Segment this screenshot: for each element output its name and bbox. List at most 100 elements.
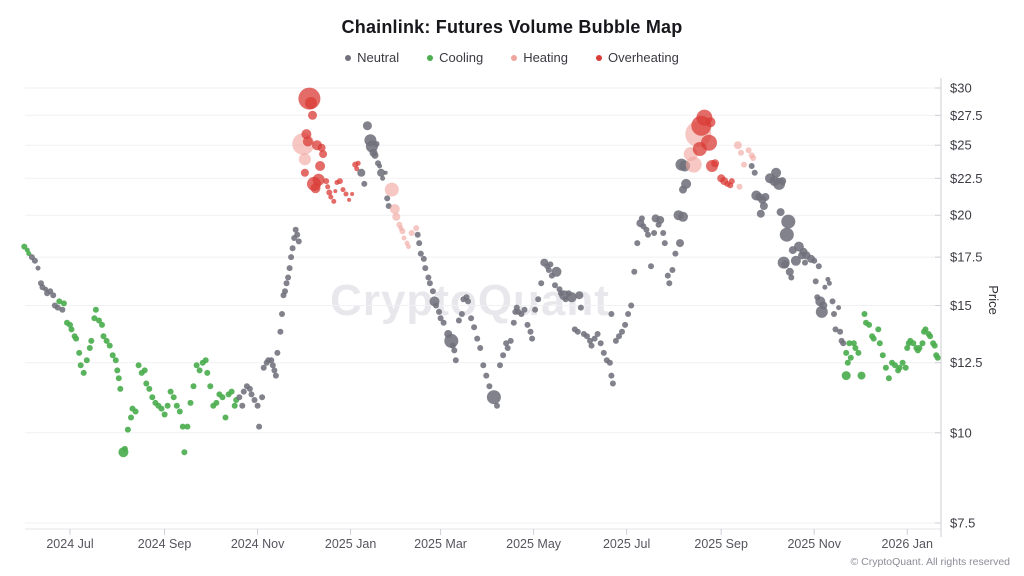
bubble-neutral[interactable] [785, 267, 794, 276]
bubble-cooling[interactable] [202, 357, 209, 364]
bubble-neutral[interactable] [837, 328, 844, 335]
bubble-neutral[interactable] [660, 230, 667, 236]
bubble-neutral[interactable] [761, 193, 770, 201]
bubble-overheating[interactable] [302, 136, 313, 147]
bubble-neutral[interactable] [254, 402, 261, 409]
bubble-neutral[interactable] [822, 284, 828, 290]
bubble-cooling[interactable] [80, 369, 87, 376]
bubble-cooling[interactable] [866, 321, 873, 328]
bubble-cooling[interactable] [161, 411, 168, 418]
bubble-cooling[interactable] [121, 445, 128, 452]
bubble-cooling[interactable] [143, 380, 150, 387]
bubble-heating[interactable] [384, 182, 399, 197]
bubble-heating[interactable] [408, 230, 415, 236]
bubble-cooling[interactable] [149, 394, 156, 401]
bubble-neutral[interactable] [377, 168, 386, 177]
bubble-heating[interactable] [392, 212, 401, 221]
bubble-cooling[interactable] [855, 349, 862, 356]
bubble-neutral[interactable] [286, 265, 293, 272]
bubble-cooling[interactable] [193, 362, 200, 369]
bubble-neutral[interactable] [666, 280, 673, 287]
bubble-overheating[interactable] [350, 192, 355, 196]
legend-item-heating[interactable]: Heating [511, 50, 568, 65]
bubble-neutral[interactable] [651, 230, 658, 236]
bubble-neutral[interactable] [751, 169, 758, 176]
bubble-neutral[interactable] [612, 337, 619, 344]
bubble-cooling[interactable] [60, 300, 67, 307]
bubble-cooling[interactable] [927, 333, 934, 340]
bubble-neutral[interactable] [588, 342, 595, 349]
bubble-neutral[interactable] [246, 385, 253, 392]
bubble-cooling[interactable] [184, 423, 191, 430]
bubble-overheating[interactable] [331, 198, 337, 204]
bubble-neutral[interactable] [771, 167, 782, 178]
bubble-neutral[interactable] [521, 306, 528, 313]
bubble-overheating[interactable] [347, 197, 352, 202]
bubble-cooling[interactable] [857, 371, 866, 380]
bubble-cooling[interactable] [207, 383, 214, 390]
bubble-cooling[interactable] [228, 388, 235, 395]
bubble-neutral[interactable] [271, 367, 278, 374]
bubble-heating[interactable] [413, 225, 420, 232]
bubble-cooling[interactable] [77, 362, 84, 369]
bubble-cooling[interactable] [204, 369, 211, 376]
bubble-neutral[interactable] [826, 280, 832, 286]
bubble-neutral[interactable] [781, 260, 790, 269]
bubble-neutral[interactable] [274, 349, 281, 356]
bubble-neutral[interactable] [468, 315, 475, 322]
bubble-neutral[interactable] [362, 121, 372, 131]
bubble-overheating[interactable] [343, 191, 349, 197]
bubble-overheating[interactable] [312, 173, 325, 186]
bubble-neutral[interactable] [631, 268, 638, 275]
bubble-overheating[interactable] [705, 117, 716, 128]
bubble-neutral[interactable] [422, 265, 429, 272]
bubble-neutral[interactable] [669, 267, 676, 273]
bubble-cooling[interactable] [114, 367, 121, 374]
bubble-neutral[interactable] [31, 257, 38, 264]
bubble-neutral[interactable] [458, 311, 465, 317]
bubble-neutral[interactable] [836, 305, 842, 311]
bubble-neutral[interactable] [547, 261, 554, 268]
bubble-overheating[interactable] [325, 184, 331, 190]
bubble-neutral[interactable] [377, 163, 383, 169]
bubble-neutral[interactable] [545, 267, 552, 273]
bubble-neutral[interactable] [643, 226, 650, 233]
bubble-neutral[interactable] [829, 298, 836, 305]
bubble-neutral[interactable] [503, 340, 510, 347]
bubble-heating[interactable] [401, 235, 407, 241]
bubble-neutral[interactable] [383, 170, 388, 175]
bubble-neutral[interactable] [825, 276, 831, 282]
bubble-cooling[interactable] [146, 385, 153, 392]
bubble-overheating[interactable] [701, 134, 717, 151]
bubble-heating[interactable] [741, 161, 747, 168]
bubble-neutral[interactable] [831, 311, 837, 317]
bubble-neutral[interactable] [285, 274, 292, 281]
bubble-neutral[interactable] [451, 347, 458, 354]
bubble-heating[interactable] [389, 204, 400, 214]
bubble-overheating[interactable] [326, 189, 333, 196]
bubble-cooling[interactable] [164, 402, 171, 409]
bubble-neutral[interactable] [420, 255, 427, 262]
bubble-neutral[interactable] [594, 331, 601, 337]
bubble-neutral[interactable] [600, 349, 607, 356]
bubble-cooling[interactable] [910, 340, 917, 347]
bubble-neutral[interactable] [440, 319, 447, 326]
bubble-neutral[interactable] [664, 272, 671, 279]
bubble-neutral[interactable] [436, 308, 442, 315]
bubble-neutral[interactable] [433, 302, 439, 309]
bubble-cooling[interactable] [86, 345, 93, 351]
bubble-neutral[interactable] [625, 311, 632, 317]
bubble-neutral[interactable] [584, 333, 590, 340]
bubble-overheating[interactable] [328, 194, 334, 200]
bubble-neutral[interactable] [256, 423, 263, 430]
bubble-neutral[interactable] [414, 231, 421, 238]
bubble-cooling[interactable] [92, 306, 99, 313]
bubble-neutral[interactable] [527, 328, 534, 335]
bubble-neutral[interactable] [59, 306, 66, 313]
bubble-neutral[interactable] [656, 216, 665, 224]
bubble-cooling[interactable] [99, 321, 105, 328]
bubble-cooling[interactable] [882, 364, 889, 371]
bubble-cooling[interactable] [850, 340, 857, 347]
bubble-cooling[interactable] [73, 335, 80, 342]
bubble-neutral[interactable] [790, 255, 801, 266]
